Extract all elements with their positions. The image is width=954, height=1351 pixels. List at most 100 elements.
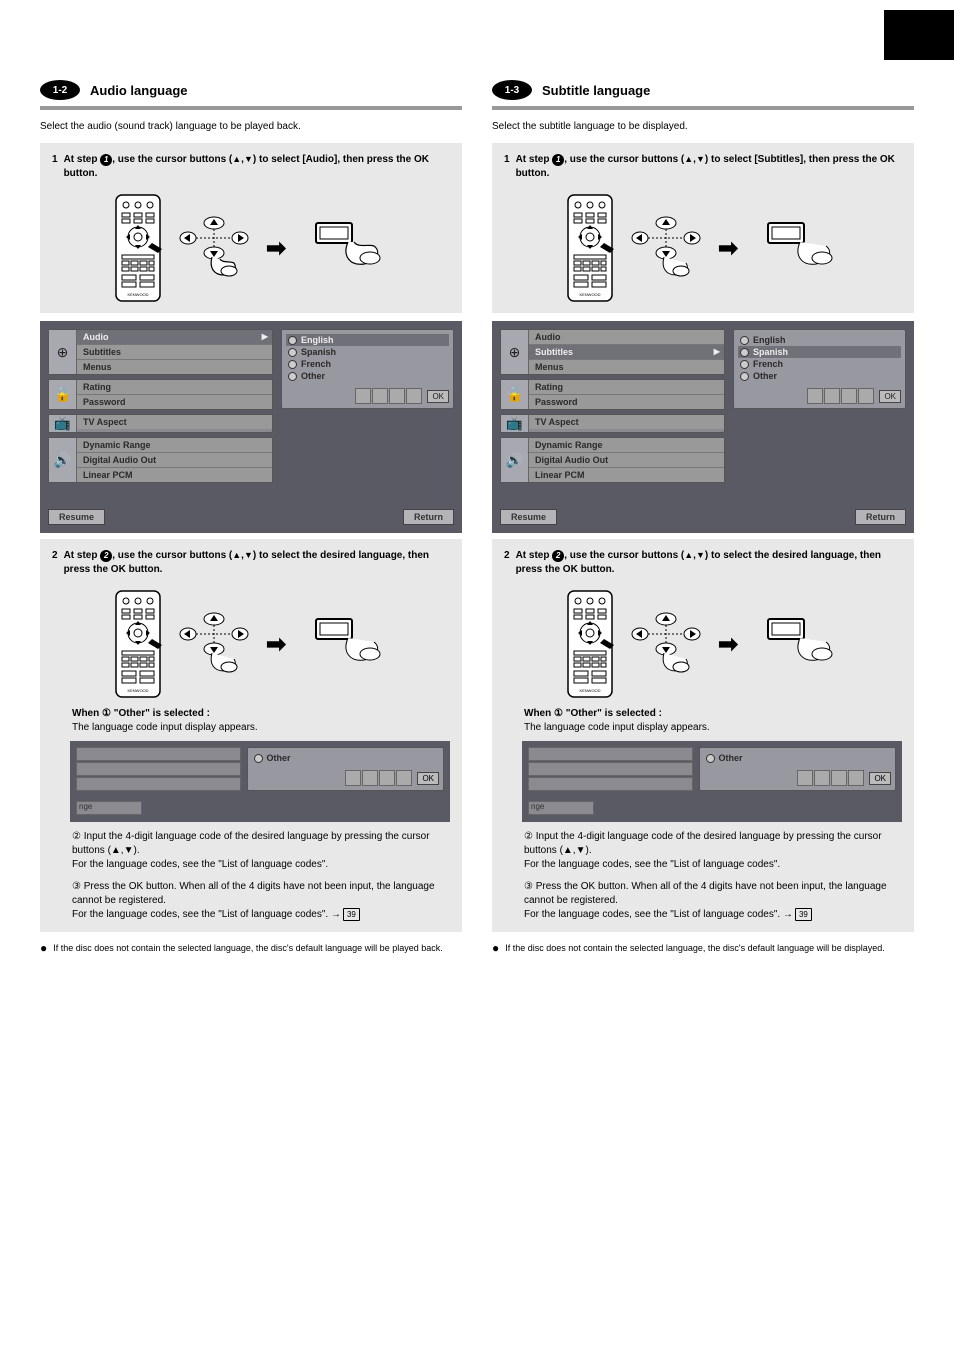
menu-item: Linear PCM <box>77 468 272 482</box>
intro-text: Select the subtitle language to be displ… <box>492 120 914 133</box>
ref-2-icon: 2 <box>552 550 564 562</box>
lang-item: Other <box>704 752 891 764</box>
ok-button: OK <box>879 390 901 403</box>
step-number: 1 <box>504 153 510 167</box>
step-number: 2 <box>504 549 510 563</box>
crosshair-icon: ⊕ <box>501 330 529 374</box>
menu-item: Menus <box>529 360 724 374</box>
step2-text-b: , use the cursor buttons ( <box>112 550 232 561</box>
dpad-illustration <box>174 609 254 679</box>
sub1-heading: When ① "Other" is selected : <box>72 708 210 719</box>
lock-icon: 🔒 <box>501 380 529 409</box>
lang-item: French <box>738 358 901 370</box>
menu-item: Password <box>529 395 724 409</box>
step1-panel: 1 At step 1, use the cursor buttons (▲,▼… <box>492 143 914 313</box>
dpad-illustration <box>626 609 706 679</box>
menu-item: Rating <box>77 380 272 395</box>
menu-item: Digital Audio Out <box>77 453 272 468</box>
resume-button: Resume <box>500 509 557 525</box>
sub1-body: The language code input display appears. <box>72 722 258 733</box>
menu-item: Subtitles <box>77 345 272 360</box>
divider <box>492 106 914 110</box>
speaker-icon: 🔊 <box>49 438 77 482</box>
lang-item: Spanish <box>286 346 449 358</box>
step1-text-a: At step <box>64 154 101 165</box>
step2-text-a: At step <box>64 550 101 561</box>
step2-panel: 2 At step 2, use the cursor buttons (▲,▼… <box>492 539 914 932</box>
speaker-icon: 🔊 <box>501 438 529 482</box>
menu-item: Audio▶ <box>77 330 272 345</box>
ok-button: OK <box>427 390 449 403</box>
section-title: Audio language <box>90 83 188 98</box>
menu-item: Rating <box>529 380 724 395</box>
lang-item: Other <box>286 370 449 382</box>
sub3-text: ③ Press the OK button. When all of the 4… <box>72 880 450 922</box>
menu-screenshot: ⊕ Audio Subtitles▶ Menus 🔒 Rating Passwo… <box>492 321 914 533</box>
up-icon: ▲ <box>232 154 241 164</box>
step-badge: 1-2 <box>40 80 80 100</box>
lang-item: English <box>738 334 901 346</box>
ok-button-illustration <box>298 614 388 674</box>
arrow-right-icon: ➡ <box>266 234 286 263</box>
sub1-heading: When ① "Other" is selected : <box>524 708 662 719</box>
lang-item: English <box>286 334 449 346</box>
menu-item: Password <box>77 395 272 409</box>
step-number: 1 <box>52 153 58 167</box>
return-button: Return <box>403 509 454 525</box>
mini-screenshot: nge Other OK <box>522 741 902 822</box>
resume-button: Resume <box>48 509 105 525</box>
dpad-illustration <box>174 213 254 283</box>
sub3-text: ③ Press the OK button. When all of the 4… <box>524 880 902 922</box>
step-badge: 1-3 <box>492 80 532 100</box>
lang-item: Spanish <box>738 346 901 358</box>
svg-text:KENWOOD: KENWOOD <box>127 688 148 693</box>
page-tab <box>884 10 954 60</box>
ref-1-icon: 1 <box>552 154 564 166</box>
divider <box>40 106 462 110</box>
crosshair-icon: ⊕ <box>49 330 77 374</box>
remote-illustration: KENWOOD <box>114 589 162 699</box>
dpad-illustration <box>626 213 706 283</box>
menu-item: TV Aspect <box>77 415 272 429</box>
note: ●If the disc does not contain the select… <box>40 942 462 955</box>
menu-item: Linear PCM <box>529 468 724 482</box>
lang-item: Other <box>738 370 901 382</box>
tv-icon: 📺 <box>49 415 77 432</box>
remote-illustration: KENWOOD <box>114 193 162 303</box>
ok-button: OK <box>869 772 891 785</box>
sub2-text: ② Input the 4-digit language code of the… <box>72 830 450 872</box>
mini-screenshot: nge Other OK <box>70 741 450 822</box>
remote-illustration: KENWOOD <box>566 193 614 303</box>
menu-item: Subtitles▶ <box>529 345 724 360</box>
intro-text: Select the audio (sound track) language … <box>40 120 462 133</box>
ref-1-icon: 1 <box>100 154 112 166</box>
ok-button: OK <box>417 772 439 785</box>
svg-text:KENWOOD: KENWOOD <box>579 688 600 693</box>
ok-button-illustration <box>750 614 840 674</box>
lock-icon: 🔒 <box>49 380 77 409</box>
lang-item: French <box>286 358 449 370</box>
menu-item: Dynamic Range <box>529 438 724 453</box>
menu-item: Dynamic Range <box>77 438 272 453</box>
svg-text:KENWOOD: KENWOOD <box>579 292 600 297</box>
menu-item: Digital Audio Out <box>529 453 724 468</box>
arrow-right-icon: ➡ <box>266 630 286 659</box>
menu-item: TV Aspect <box>529 415 724 429</box>
sub2-text: ② Input the 4-digit language code of the… <box>524 830 902 872</box>
tv-icon: 📺 <box>501 415 529 432</box>
note: ●If the disc does not contain the select… <box>492 942 914 955</box>
menu-item: Audio <box>529 330 724 345</box>
svg-text:KENWOOD: KENWOOD <box>127 292 148 297</box>
step1-text-b: , use the cursor buttons ( <box>112 154 232 165</box>
menu-item: Menus <box>77 360 272 374</box>
left-column: 1-2 Audio language Select the audio (sou… <box>40 80 462 955</box>
arrow-right-icon: ➡ <box>718 630 738 659</box>
step-number: 2 <box>52 549 58 563</box>
return-button: Return <box>855 509 906 525</box>
menu-screenshot: ⊕ Audio▶ Subtitles Menus 🔒 Rating Passwo… <box>40 321 462 533</box>
step2-panel: 2 At step 2, use the cursor buttons (▲,▼… <box>40 539 462 932</box>
down-icon: ▼ <box>244 154 253 164</box>
ref-2-icon: 2 <box>100 550 112 562</box>
right-column: 1-3 Subtitle language Select the subtitl… <box>492 80 914 955</box>
ok-button-illustration <box>750 218 840 278</box>
